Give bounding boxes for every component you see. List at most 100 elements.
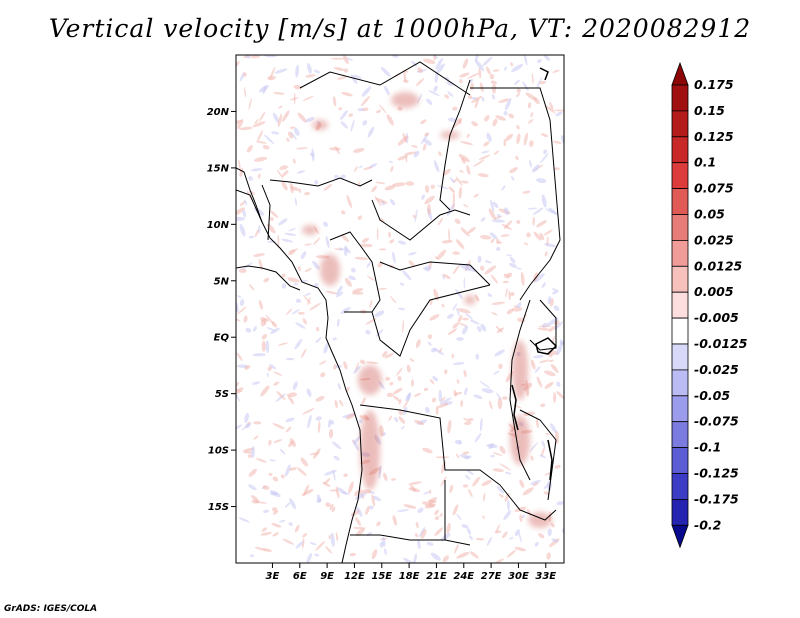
field-speck [302, 318, 307, 325]
field-speck [397, 155, 409, 161]
field-speck [499, 445, 506, 454]
field-speck [316, 494, 321, 503]
field-speck [354, 256, 369, 260]
lat-tick-label: 5S [215, 389, 229, 400]
field-speck [516, 88, 521, 94]
field-speck [444, 94, 449, 99]
field-speck [519, 514, 523, 522]
field-speck [376, 109, 382, 114]
field-speck [529, 442, 538, 452]
field-speck [503, 111, 508, 116]
field-speck [541, 446, 546, 457]
colorbar-bottom-arrow [671, 524, 689, 549]
field-speck [244, 412, 249, 423]
lon-tick-label: 21E [426, 571, 447, 582]
field-speck [516, 133, 521, 145]
field-speck [533, 354, 544, 359]
field-speck [540, 403, 546, 408]
field-speck [456, 337, 464, 341]
field-speck [422, 58, 436, 64]
field-speck [556, 501, 564, 506]
field-speck [437, 217, 444, 226]
field-speck [315, 541, 326, 551]
field-speck [332, 469, 336, 481]
field-speck [243, 87, 247, 98]
field-speck [515, 156, 519, 161]
field-speck [430, 552, 441, 561]
colorbar-label: 0.05 [694, 207, 725, 222]
field-speck [462, 58, 469, 69]
field-speck [480, 217, 486, 222]
field-speck [348, 113, 354, 118]
field-speck [509, 537, 514, 540]
field-speck [236, 390, 241, 402]
field-speck [536, 220, 547, 228]
field-speck [278, 218, 288, 226]
field-speck [243, 451, 253, 454]
field-speck [360, 95, 371, 107]
field-speck [238, 268, 247, 274]
field-speck [331, 506, 336, 513]
lon-tick-label: 24E [453, 571, 474, 582]
field-speck [277, 342, 289, 346]
field-speck [554, 167, 560, 171]
field-speck [439, 397, 452, 405]
field-speck [559, 339, 564, 346]
field-speck [263, 134, 275, 145]
field-speck [414, 208, 418, 223]
field-speck [258, 300, 264, 310]
field-speck [539, 359, 550, 363]
field-speck [516, 302, 522, 309]
field-speck [428, 489, 432, 494]
field-speck [239, 223, 246, 237]
field-speck [415, 339, 421, 348]
field-speck [389, 160, 393, 163]
field-speck [491, 219, 506, 223]
lat-tick-label: EQ [214, 333, 230, 344]
field-speck [287, 393, 295, 405]
updraft-band [360, 410, 380, 490]
field-speck [539, 232, 545, 241]
field-speck [398, 240, 407, 245]
border-congo-drc [371, 284, 491, 357]
field-speck [363, 166, 373, 170]
field-speck [471, 95, 483, 104]
field-speck [449, 484, 454, 494]
field-speck [437, 402, 449, 408]
field-speck [289, 182, 294, 194]
field-speck [279, 165, 288, 171]
field-speck [509, 256, 516, 264]
field-speck [428, 90, 440, 97]
field-speck [238, 126, 253, 131]
field-speck [316, 326, 320, 332]
latitude-ticks: 20N 15N 10N 5N EQ 5S 10S 15S [207, 107, 236, 513]
field-speck [276, 390, 286, 401]
field-speck [252, 326, 257, 332]
colorbar-label: 0.005 [694, 284, 734, 299]
field-speck [389, 295, 397, 304]
field-speck [341, 234, 350, 242]
field-speck [492, 468, 504, 472]
field-speck [492, 118, 498, 127]
field-speck [435, 57, 443, 70]
border-chad-sudan [439, 79, 471, 211]
field-speck [467, 528, 471, 535]
field-speck [325, 235, 330, 249]
field-speck [544, 243, 557, 248]
field-speck [551, 538, 559, 543]
field-speck [238, 517, 250, 523]
field-speck [266, 372, 269, 378]
field-speck [341, 92, 353, 97]
field-speck [482, 515, 485, 519]
field-speck [430, 347, 437, 353]
field-speck [343, 361, 348, 370]
field-speck [475, 537, 485, 541]
field-speck [483, 141, 490, 147]
field-speck [420, 119, 427, 125]
field-speck [490, 312, 498, 316]
field-speck [411, 60, 418, 67]
field-speck [519, 479, 525, 488]
field-speck [438, 389, 443, 404]
field-speck [423, 491, 430, 495]
field-speck [487, 293, 493, 298]
